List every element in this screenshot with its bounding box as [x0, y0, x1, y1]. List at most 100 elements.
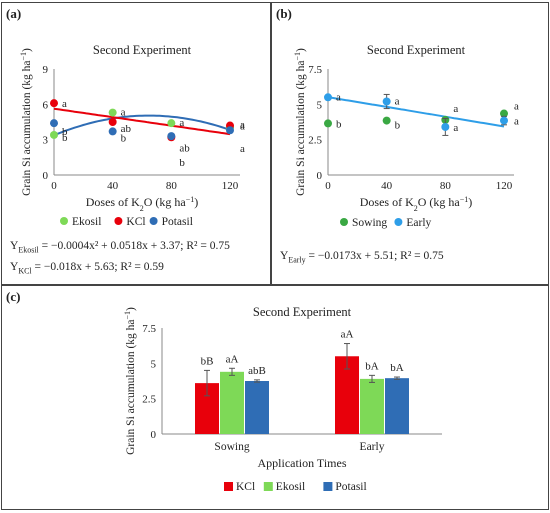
chart-title: Second Experiment	[367, 43, 466, 57]
y-axis-label: Grain Si accumulation (kg ha−1)	[123, 307, 138, 455]
eq-text: = −0.0173x + 5.51; R² = 0.75	[305, 250, 444, 262]
x-tick-label: 40	[107, 180, 119, 192]
panel-b: (b) Second Experiment 0 2.5 5 7.5 0 40 80 120 Dos…	[271, 2, 549, 285]
panel-c: (c) Second Experiment 0 2.5 5 7.5 bB aA abB Sowi…	[1, 285, 549, 510]
data-point-potasil	[226, 126, 234, 135]
significance-label: ab	[179, 142, 190, 154]
significance-label: b	[336, 118, 342, 130]
y-tick-label: 5	[151, 358, 157, 370]
data-point-ekosil	[167, 119, 176, 128]
significance-label: a	[62, 98, 67, 110]
y-tick-label: 2.5	[308, 135, 322, 147]
significance-label: b	[62, 126, 68, 138]
significance-label: bB	[201, 355, 214, 367]
legend-label-early: Early	[406, 217, 431, 229]
equation-early: YEarly = −0.0173x + 5.51; R² = 0.75	[280, 250, 444, 265]
chart-a: Second Experiment 0 3 6 9 0 40 80 120 Doses of K2…	[19, 43, 246, 228]
data-point-potasil	[108, 127, 117, 136]
x-tick-label: 0	[51, 180, 57, 192]
y-tick-label: 0	[151, 429, 157, 441]
data-point-ekosil	[108, 108, 117, 117]
bar-potasil	[245, 381, 269, 434]
x-tick-label: 120	[496, 180, 513, 192]
significance-label: a	[179, 117, 184, 129]
significance-label: bA	[365, 360, 379, 372]
x-tick-label: 0	[325, 180, 331, 192]
data-point-early	[441, 122, 450, 131]
x-tick-label: 120	[222, 180, 239, 192]
significance-label: b	[62, 132, 68, 144]
equation-ekosil: YEkosil = −0.0004x² + 0.0518x + 3.37; R²…	[10, 240, 230, 255]
significance-label: aA	[341, 329, 354, 341]
significance-label: a	[514, 116, 519, 128]
significance-label: a	[240, 143, 245, 155]
data-point-sowing	[382, 116, 391, 125]
category-label: Early	[360, 441, 385, 453]
panel-label: (c)	[6, 289, 21, 304]
legend-marker-ekosil	[60, 217, 68, 225]
legend-label-potasil: Potasil	[335, 481, 366, 493]
data-point-kcl	[108, 118, 117, 126]
significance-label: ab	[121, 123, 132, 135]
significance-label: a	[121, 107, 126, 119]
legend-swatch-ekosil	[263, 482, 273, 491]
chart-b: Second Experiment 0 2.5 5 7.5 0 40 80 120 Doses o…	[293, 43, 520, 229]
legend-label-ekosil: Ekosil	[276, 481, 305, 493]
trendline-kcl	[53, 107, 231, 136]
significance-label: a	[240, 121, 245, 133]
significance-label: aA	[226, 353, 239, 365]
eq-text: = −0.0004x² + 0.0518x + 3.37; R² = 0.75	[38, 240, 230, 252]
y-tick-label: 3	[43, 135, 49, 147]
x-tick-label: 80	[440, 180, 452, 192]
legend-label-sowing: Sowing	[352, 217, 387, 229]
legend-label-kcl: KCl	[126, 216, 145, 228]
data-point-early	[382, 97, 391, 106]
legend-label-potasil: Potasil	[162, 216, 193, 228]
bar-ekosil	[360, 378, 384, 434]
y-tick-label: 0	[43, 170, 49, 182]
data-point-early	[324, 93, 332, 102]
data-point-kcl	[50, 99, 58, 108]
panel-a: (a) Second Experiment 0 3 6 9 0 40 80 120 Doses o…	[1, 2, 271, 285]
y-tick-label: 7.5	[142, 323, 156, 335]
eq-subscript: Ekosil	[18, 245, 39, 255]
y-axis-label: Grain Si accumulation (kg ha−1)	[293, 48, 308, 196]
chart-title: Second Experiment	[93, 43, 192, 57]
x-tick-label: 80	[166, 180, 178, 192]
legend-marker-sowing	[340, 218, 348, 226]
eq-text: = −0.018x + 5.63; R² = 0.59	[31, 261, 164, 273]
eq-subscript: Early	[288, 255, 306, 265]
y-tick-label: 7.5	[308, 64, 322, 76]
significance-label: a	[395, 96, 400, 108]
trendline-ekosil	[53, 114, 231, 137]
significance-label: a	[514, 101, 519, 113]
y-tick-label: 2.5	[142, 394, 156, 406]
category-label: Sowing	[214, 441, 249, 453]
y-tick-label: 5	[317, 99, 323, 111]
significance-label: b	[121, 132, 127, 144]
significance-label: abB	[248, 365, 266, 377]
chart-c: Second Experiment 0 2.5 5 7.5 bB aA abB Sowing aA…	[123, 305, 442, 493]
legend-label-ekosil: Ekosil	[72, 216, 101, 228]
data-point-potasil	[167, 132, 176, 141]
panel-label: (b)	[276, 6, 292, 21]
bar-potasil	[385, 378, 409, 434]
data-point-early	[500, 116, 508, 125]
legend-marker-early	[394, 218, 403, 226]
significance-label: b	[395, 120, 401, 132]
panel-label: (a)	[6, 6, 22, 21]
data-point-sowing	[500, 109, 508, 118]
x-tick-label: 40	[381, 180, 393, 192]
y-tick-label: 9	[43, 64, 49, 76]
legend-swatch-potasil	[323, 482, 333, 491]
x-axis-label: Doses of K2O (kg ha−1)	[360, 195, 473, 213]
equation-kcl: YKCl = −0.018x + 5.63; R² = 0.59	[10, 261, 164, 276]
significance-label: a	[336, 91, 341, 103]
x-axis-label: Application Times	[257, 456, 346, 470]
y-tick-label: 0	[317, 170, 323, 182]
legend-marker-kcl	[114, 217, 123, 225]
y-axis-label: Grain Si accumulation (kg ha−1)	[19, 48, 34, 196]
significance-label: a	[453, 122, 458, 134]
significance-label: a	[240, 119, 245, 131]
bar-ekosil	[220, 371, 244, 434]
